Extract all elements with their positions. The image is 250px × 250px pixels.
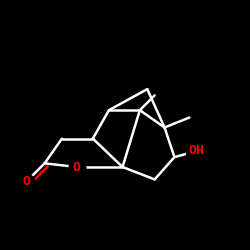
Text: O: O bbox=[73, 160, 81, 173]
Text: O: O bbox=[22, 175, 30, 188]
Text: OH: OH bbox=[189, 144, 205, 158]
